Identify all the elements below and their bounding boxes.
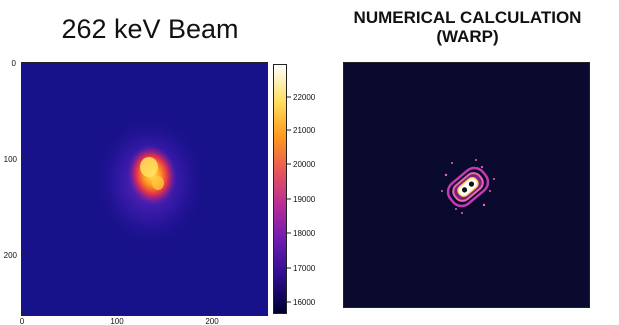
right-title-line-1: NUMERICAL CALCULATION	[353, 8, 582, 27]
cb-label-16000: 16000	[293, 298, 316, 307]
y-tick-label-100: 100	[4, 155, 18, 164]
simulation-svg	[344, 63, 589, 307]
beam-hotspot-secondary	[152, 176, 164, 190]
left-panel-title: 262 keV Beam	[61, 14, 239, 44]
cb-label-17000: 17000	[293, 264, 316, 273]
cb-label-18000: 18000	[293, 229, 316, 238]
y-tick-label-0: 0	[12, 59, 17, 68]
measured-beam-svg	[22, 63, 267, 315]
beam-hotspot	[140, 157, 158, 177]
simulated-beam	[446, 166, 490, 208]
simulation-image	[343, 62, 590, 308]
core-dot-left	[461, 187, 468, 193]
right-panel-title: NUMERICAL CALCULATION (WARP)	[325, 8, 610, 46]
cb-label-21000: 21000	[293, 126, 316, 135]
x-tick-label-0: 0	[20, 317, 25, 325]
y-tick-label-200: 200	[4, 251, 18, 260]
x-tick-label-200: 200	[205, 317, 219, 325]
colorbar	[273, 64, 287, 314]
x-tick-label-100: 100	[110, 317, 124, 325]
contour-outer	[446, 166, 490, 208]
halo-particles	[441, 159, 495, 214]
cb-label-22000: 22000	[293, 93, 316, 102]
core-dot-right	[468, 181, 475, 187]
cb-label-20000: 20000	[293, 160, 316, 169]
right-title-line-2: (WARP)	[436, 27, 499, 46]
cb-label-19000: 19000	[293, 195, 316, 204]
colorbar-ticks: 22000 21000 20000 19000 18000 17000 1600…	[287, 93, 316, 307]
measured-beam-image	[21, 62, 268, 316]
